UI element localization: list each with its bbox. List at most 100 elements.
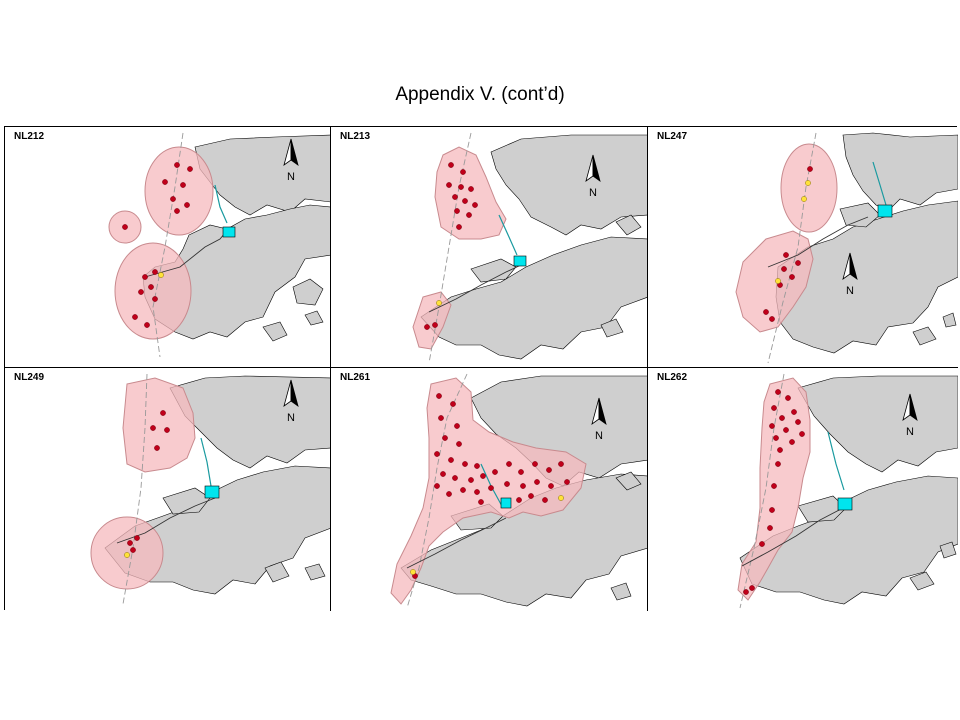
red-fix-dot [462,198,468,204]
island-shape [304,310,324,326]
red-fix-dot [779,415,785,421]
red-fix-dot [187,166,193,172]
north-arrow-icon: N [902,393,918,438]
map-panel-nl262: N NL262 [648,368,958,611]
red-fix-dot [769,507,775,513]
red-fix-dot [130,547,136,553]
red-fix-dot [492,469,498,475]
red-fix-dot [542,497,548,503]
fix-points [410,393,570,579]
map-nl247: N [735,132,958,364]
red-fix-dot [174,208,180,214]
red-fix-dot [807,166,813,172]
red-fix-dot [468,477,474,483]
dashed-boundary-line [428,132,472,364]
mainland-shape [842,132,958,212]
red-fix-dot [743,589,749,595]
river-line [498,214,518,256]
red-fix-dot [763,309,769,315]
cyan-site-square [837,497,853,511]
red-fix-dot [440,471,446,477]
panel-label: NL213 [340,131,371,142]
map-nl213: N [412,132,647,364]
red-fix-dot [785,395,791,401]
yellow-fix-dot [775,278,781,284]
red-fix-dot [448,457,454,463]
map-nl249: N [90,373,330,605]
home-range-buffer [122,377,196,473]
red-fix-dot [122,224,128,230]
fix-points [763,166,813,322]
island-shape [304,563,326,581]
island-shape [610,582,632,601]
island-shape [939,541,957,559]
map-nl262: N [737,373,958,609]
island-shape [839,202,881,228]
red-fix-dot [460,169,466,175]
red-fix-dot [548,483,554,489]
red-fix-dot [771,483,777,489]
mainland-shape [490,134,647,236]
island-shape [615,214,642,236]
red-fix-dot [775,389,781,395]
red-fix-dot [142,274,148,280]
red-fix-dot [144,322,150,328]
red-fix-dot [154,445,160,451]
red-fix-dot [749,585,755,591]
red-fix-dot [134,535,140,541]
fix-points [743,389,805,595]
red-fix-dot [452,194,458,200]
red-fix-dot [448,162,454,168]
red-fix-dot [434,451,440,457]
red-fix-dot [450,401,456,407]
red-fix-dot [438,415,444,421]
red-fix-dot [791,409,797,415]
home-range-buffer [412,291,452,350]
red-fix-dot [446,182,452,188]
red-fix-dot [434,483,440,489]
red-fix-dot [164,427,170,433]
red-fix-dot [759,541,765,547]
red-fix-dot [446,491,452,497]
red-fix-dot [773,435,779,441]
cyan-site-square [513,255,527,267]
red-fix-dot [162,179,168,185]
cyan-site-square [222,226,236,238]
mainland-shape [797,375,958,473]
island-shape [909,571,935,591]
cyan-site-square [204,485,220,499]
panel-label: NL261 [340,372,371,383]
red-fix-dot [442,435,448,441]
red-fix-dot [564,479,570,485]
red-fix-dot [777,447,783,453]
north-arrow-icon: N [585,154,601,199]
home-range-buffer [390,377,587,605]
map-panel-nl261: N NL261 [331,368,648,611]
svg-text:N: N [595,430,603,442]
red-fix-dot [789,439,795,445]
svg-text:N: N [906,426,914,438]
bridge-line [767,216,869,268]
island-shape [264,561,290,583]
red-fix-dot [132,314,138,320]
red-fix-dot [516,497,522,503]
island-shape [470,258,517,283]
red-fix-dot [789,274,795,280]
red-fix-dot [458,184,464,190]
river-line [200,437,212,487]
island-shape [912,326,937,346]
red-fix-dot [767,525,773,531]
yellow-fix-dot [124,552,130,558]
yellow-fix-dot [801,196,807,202]
red-fix-dot [454,423,460,429]
island-shape [942,312,957,328]
red-fix-dot [795,260,801,266]
svg-text:N: N [589,187,597,199]
island-shape [262,321,288,342]
red-fix-dot [436,393,442,399]
svg-text:N: N [846,285,854,297]
svg-text:N: N [287,412,295,424]
map-nl261: N [390,373,647,609]
red-fix-dot [558,461,564,467]
island-shape [420,236,647,360]
